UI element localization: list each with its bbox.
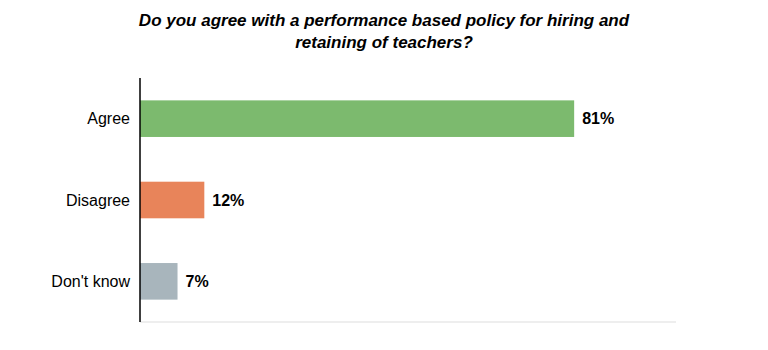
bars [140,100,574,299]
y-tick-label: Agree [87,110,130,127]
y-tick-label: Disagree [66,192,130,209]
data-label: 7% [186,273,209,290]
x-axis-line [140,322,676,323]
title: Do you agree with a performance based po… [139,11,630,52]
data-label: 12% [212,192,244,209]
bar [140,100,574,137]
chart: Do you agree with a performance based po… [0,0,768,350]
y-axis-line [139,78,141,322]
background [0,0,768,350]
data-label: 81% [582,110,614,127]
chart-container: Do you agree with a performance based po… [0,0,768,350]
y-tick-label: Don't know [51,273,130,290]
bar [140,263,178,300]
bar [140,182,204,219]
